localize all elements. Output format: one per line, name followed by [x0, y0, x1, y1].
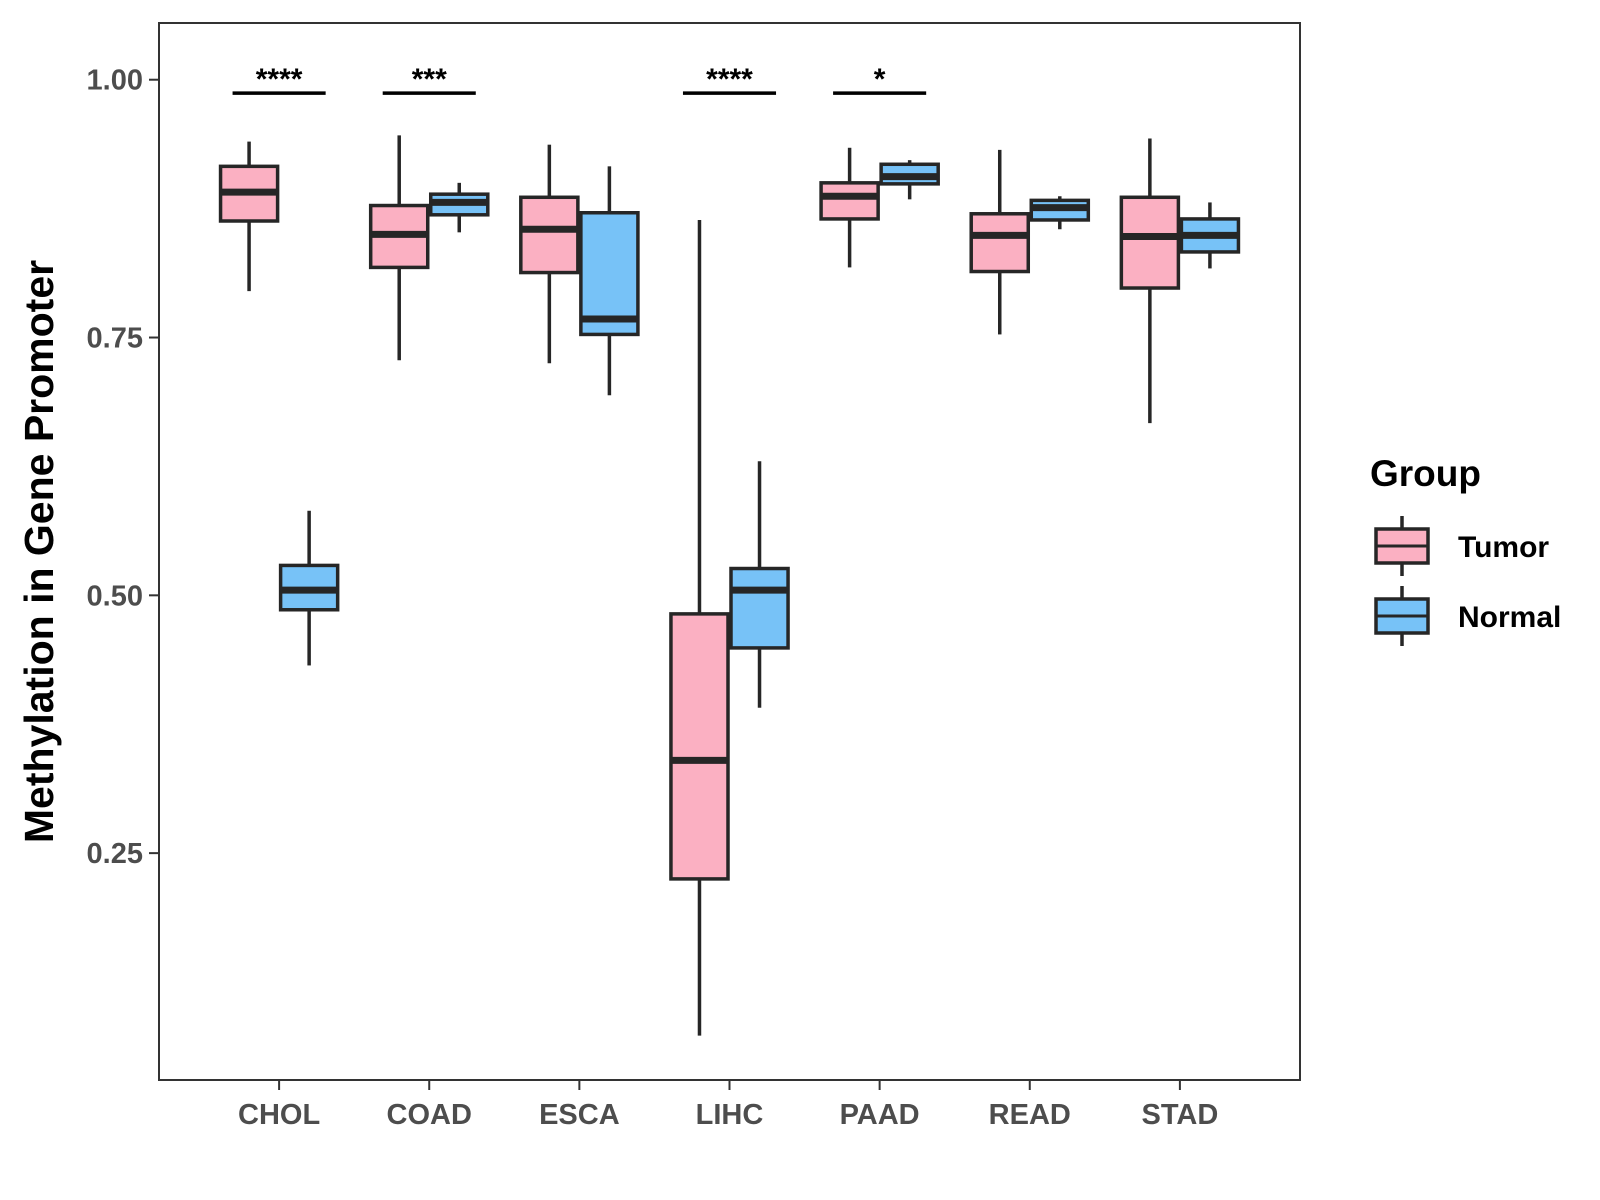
- significance-label-chol: ****: [256, 63, 303, 96]
- box-normal-paad: [879, 160, 940, 200]
- y-axis-title: Methylation in Gene Promoter: [16, 260, 62, 843]
- significance-label-paad: *: [874, 63, 886, 96]
- x-tick-label-lihc: LIHC: [696, 1099, 764, 1131]
- box-body-tumor-esca: [519, 195, 580, 275]
- legend-key-tumor: [1374, 516, 1430, 576]
- significance-label-lihc: ****: [706, 63, 753, 96]
- y-tick-label-3: 1.00: [87, 65, 143, 97]
- legend: Group Tumor Normal: [1370, 453, 1561, 646]
- y-tick-label-0: 0.25: [87, 838, 143, 870]
- x-tick-label-stad: STAD: [1141, 1099, 1218, 1131]
- y-tick-label-2: 0.75: [87, 323, 143, 355]
- x-tick-label-coad: COAD: [387, 1099, 472, 1131]
- legend-label-tumor: Tumor: [1458, 531, 1549, 564]
- box-tumor-paad: [819, 147, 880, 268]
- x-tick-label-paad: PAAD: [840, 1099, 920, 1131]
- legend-key-normal: [1374, 586, 1430, 646]
- box-tumor-read: [969, 149, 1031, 335]
- box-normal-coad: [428, 182, 490, 233]
- plot-marks: **** *** **** *: [218, 63, 1241, 1036]
- significance-label-coad: ***: [412, 63, 447, 96]
- box-normal-esca: [579, 166, 640, 396]
- box-body-tumor-read: [969, 212, 1031, 274]
- box-tumor-chol: [218, 141, 280, 292]
- box-tumor-stad: [1119, 138, 1181, 424]
- x-tick-label-read: READ: [989, 1099, 1071, 1131]
- box-body-normal-lihc: [729, 566, 790, 650]
- x-tick-label-esca: ESCA: [539, 1099, 620, 1131]
- x-tick-label-chol: CHOL: [238, 1099, 320, 1131]
- box-tumor-esca: [519, 144, 580, 364]
- legend-title: Group: [1370, 453, 1481, 494]
- box-body-normal-esca: [579, 210, 640, 337]
- box-tumor-coad: [368, 135, 430, 361]
- box-body-tumor-lihc: [669, 612, 730, 881]
- box-normal-stad: [1179, 202, 1241, 269]
- box-body-tumor-paad: [819, 181, 880, 221]
- box-body-tumor-stad: [1119, 195, 1181, 290]
- box-normal-read: [1029, 196, 1091, 230]
- box-tumor-lihc: [669, 219, 730, 1036]
- axes: 0.25 0.50 0.75 1.00 CHOL COAD ESCA LIHC PAAD READ…: [16, 65, 1218, 1131]
- legend-label-normal: Normal: [1458, 601, 1561, 634]
- box-normal-lihc: [729, 461, 790, 708]
- box-normal-chol: [278, 510, 340, 666]
- y-tick-label-1: 0.50: [87, 580, 143, 612]
